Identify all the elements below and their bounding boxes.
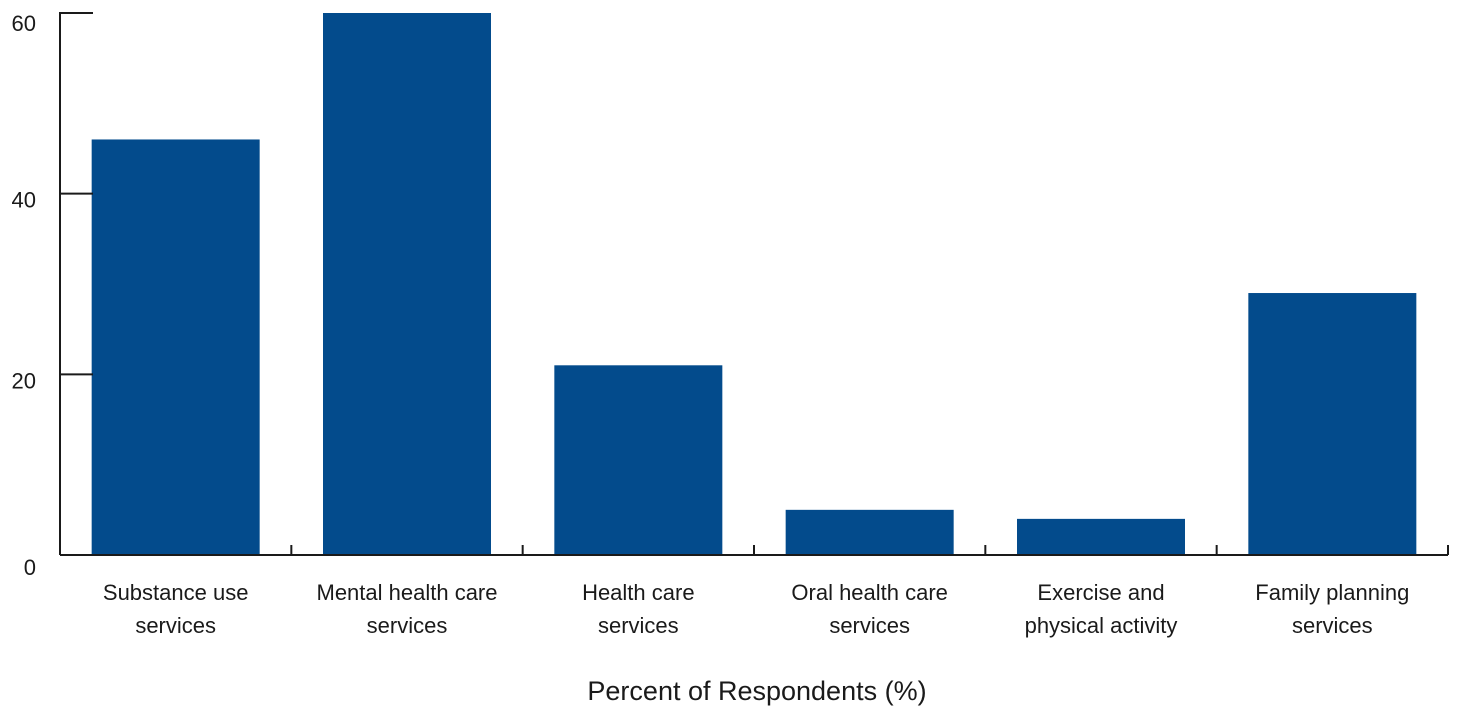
- x-category-labels: Substance use services Mental health care s…: [103, 580, 1409, 638]
- y-tick-label-0: 0: [24, 555, 36, 580]
- y-tick-label-1: 20: [12, 368, 36, 393]
- axes-group: [59, 12, 1448, 556]
- bar-5: [1248, 293, 1417, 555]
- x-category-label-3: Oral health care services: [791, 580, 948, 638]
- x-category-label-1: Mental health care services: [317, 580, 498, 638]
- x-ticks-group: [290, 545, 1449, 555]
- x-axis-title: Percent of Respondents (%): [587, 676, 926, 706]
- x-category-label-5: Family planning services: [1255, 580, 1409, 638]
- y-tick-label-3: 60: [12, 11, 36, 36]
- bar-2: [554, 365, 723, 555]
- bar-4: [1017, 518, 1185, 555]
- y-ticks-group: 0 20 40 60: [12, 11, 93, 580]
- bars-group: [91, 13, 1417, 555]
- y-tick-label-2: 40: [12, 188, 36, 213]
- bar-3: [785, 509, 954, 555]
- x-category-label-2: Health care services: [582, 580, 695, 638]
- x-category-label-4: Exercise and physical activity: [1025, 580, 1178, 638]
- x-category-label-0: Substance use services: [103, 580, 249, 638]
- bar-1: [323, 13, 491, 555]
- bar-0: [91, 139, 260, 555]
